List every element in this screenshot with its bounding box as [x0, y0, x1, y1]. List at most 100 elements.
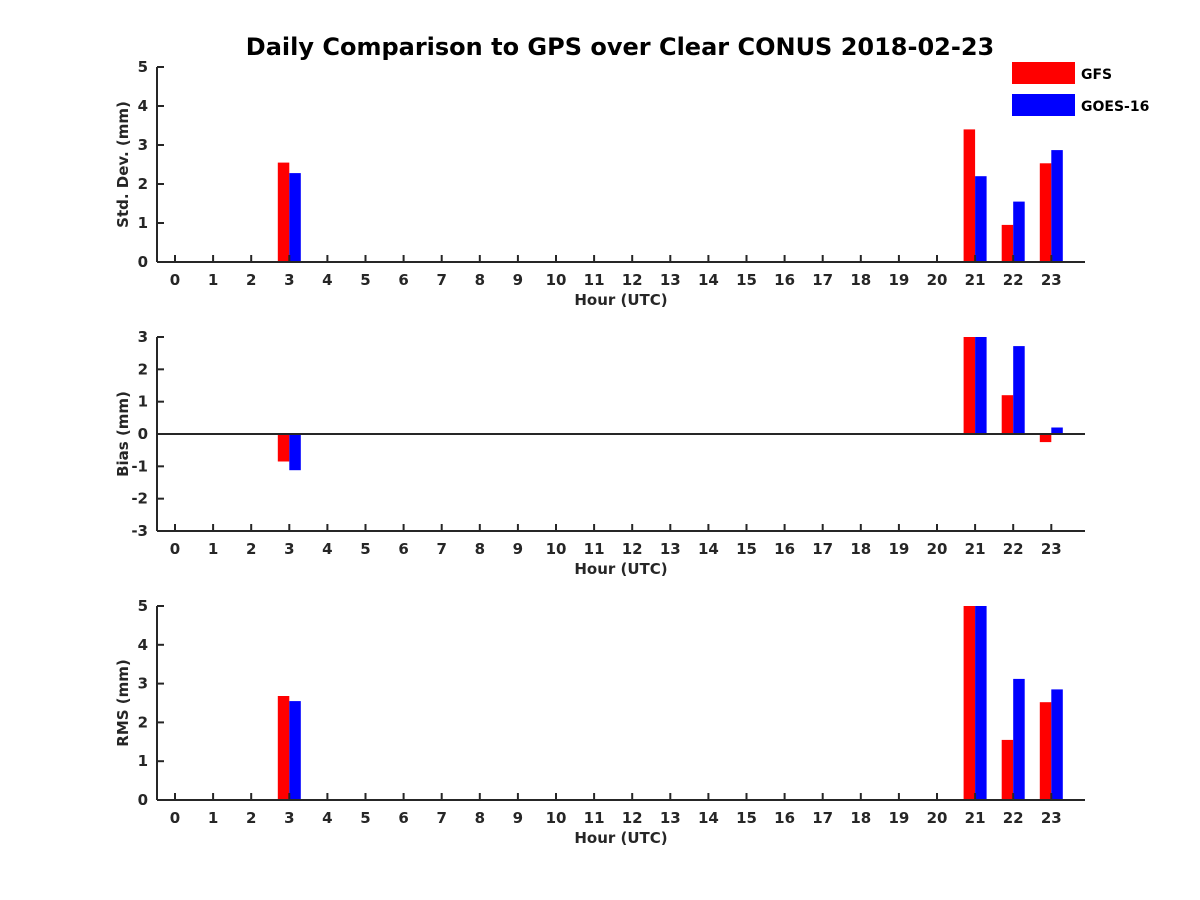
x-tick-label: 10	[546, 540, 567, 558]
chart-title: Daily Comparison to GPS over Clear CONUS…	[246, 33, 994, 61]
bar-goes16-hour-23	[1051, 689, 1063, 800]
y-tick-label: 2	[138, 713, 148, 731]
bar-goes16-hour-21	[975, 606, 987, 800]
bar-gfs-hour-22	[1001, 395, 1014, 434]
x-tick-label: 20	[927, 809, 948, 827]
x-tick-label: 15	[736, 809, 757, 827]
x-tick-label: 14	[698, 809, 719, 827]
x-tick-label: 4	[322, 271, 332, 289]
y-tick-label: 1	[138, 214, 148, 232]
x-tick-label: 11	[584, 540, 605, 558]
y-tick-label: 2	[138, 360, 148, 378]
bar-goes16-hour-22	[1013, 346, 1025, 434]
x-tick-label: 3	[284, 540, 294, 558]
x-tick-label: 2	[246, 809, 256, 827]
x-tick-label: 13	[660, 271, 681, 289]
x-tick-label: 16	[774, 271, 795, 289]
x-tick-label: 21	[965, 809, 986, 827]
bar-goes16-hour-23	[1051, 427, 1063, 434]
x-tick-label: 16	[774, 540, 795, 558]
x-tick-label: 22	[1003, 809, 1024, 827]
x-axis-label: Hour (UTC)	[574, 560, 667, 578]
y-tick-label: -3	[131, 522, 148, 540]
bar-goes16-hour-22	[1013, 201, 1025, 262]
y-tick-label: 0	[138, 253, 148, 271]
x-tick-label: 4	[322, 540, 332, 558]
x-tick-label: 2	[246, 271, 256, 289]
y-tick-label: 2	[138, 175, 148, 193]
y-tick-label: -2	[131, 490, 148, 508]
y-tick-label: 4	[138, 636, 148, 654]
bar-goes16-hour-3	[289, 434, 301, 471]
y-tick-label: 3	[138, 675, 148, 693]
x-tick-label: 19	[888, 540, 909, 558]
x-tick-label: 14	[698, 540, 719, 558]
x-tick-label: 19	[888, 271, 909, 289]
bar-gfs-hour-22	[1001, 739, 1014, 800]
x-tick-label: 17	[812, 540, 833, 558]
y-tick-label: 3	[138, 136, 148, 154]
y-axis-label: RMS (mm)	[114, 659, 132, 746]
x-tick-label: 20	[927, 540, 948, 558]
x-tick-label: 11	[584, 809, 605, 827]
y-axis-label: Bias (mm)	[114, 391, 132, 477]
x-tick-label: 15	[736, 271, 757, 289]
x-tick-label: 0	[170, 271, 180, 289]
x-tick-label: 10	[546, 809, 567, 827]
bar-gfs-hour-23	[1039, 163, 1052, 262]
x-tick-label: 6	[398, 540, 408, 558]
bar-goes16-hour-21	[975, 337, 987, 434]
x-tick-label: 17	[812, 271, 833, 289]
legend-label-goes16: GOES-16	[1081, 99, 1149, 115]
bar-gfs-hour-22	[1001, 224, 1014, 262]
x-tick-label: 22	[1003, 540, 1024, 558]
x-tick-label: 8	[475, 540, 485, 558]
x-tick-label: 13	[660, 809, 681, 827]
y-tick-label: 1	[138, 752, 148, 770]
bar-goes16-hour-3	[289, 701, 301, 800]
y-tick-label: 0	[138, 425, 148, 443]
x-tick-label: 5	[360, 540, 370, 558]
x-tick-label: 23	[1041, 271, 1062, 289]
y-tick-label: 5	[138, 597, 148, 615]
x-axis-label: Hour (UTC)	[574, 291, 667, 309]
x-tick-label: 21	[965, 271, 986, 289]
x-tick-label: 12	[622, 809, 643, 827]
y-tick-label: 1	[138, 393, 148, 411]
x-tick-label: 2	[246, 540, 256, 558]
legend-swatch-gfs	[1012, 62, 1075, 84]
x-tick-label: 7	[436, 540, 446, 558]
y-tick-label: 5	[138, 58, 148, 76]
x-tick-label: 9	[513, 540, 523, 558]
bar-gfs-hour-3	[277, 434, 290, 462]
bar-gfs-hour-21	[963, 606, 976, 800]
x-tick-label: 13	[660, 540, 681, 558]
x-tick-label: 3	[284, 809, 294, 827]
x-tick-label: 3	[284, 271, 294, 289]
bar-gfs-hour-21	[963, 337, 976, 434]
x-tick-label: 1	[208, 809, 218, 827]
bar-goes16-hour-3	[289, 173, 301, 262]
bar-goes16-hour-23	[1051, 150, 1063, 262]
x-tick-label: 6	[398, 271, 408, 289]
x-tick-label: 19	[888, 809, 909, 827]
bar-goes16-hour-22	[1013, 678, 1025, 800]
x-tick-label: 18	[850, 809, 871, 827]
x-tick-label: 15	[736, 540, 757, 558]
x-tick-label: 1	[208, 271, 218, 289]
x-tick-label: 7	[436, 271, 446, 289]
bar-gfs-hour-23	[1039, 702, 1052, 800]
bar-gfs-hour-23	[1039, 434, 1052, 443]
x-tick-label: 23	[1041, 540, 1062, 558]
x-tick-label: 23	[1041, 809, 1062, 827]
x-tick-label: 8	[475, 271, 485, 289]
x-tick-label: 9	[513, 271, 523, 289]
legend: GFS GOES-16	[1012, 62, 1149, 116]
x-tick-label: 21	[965, 540, 986, 558]
y-tick-label: 0	[138, 791, 148, 809]
